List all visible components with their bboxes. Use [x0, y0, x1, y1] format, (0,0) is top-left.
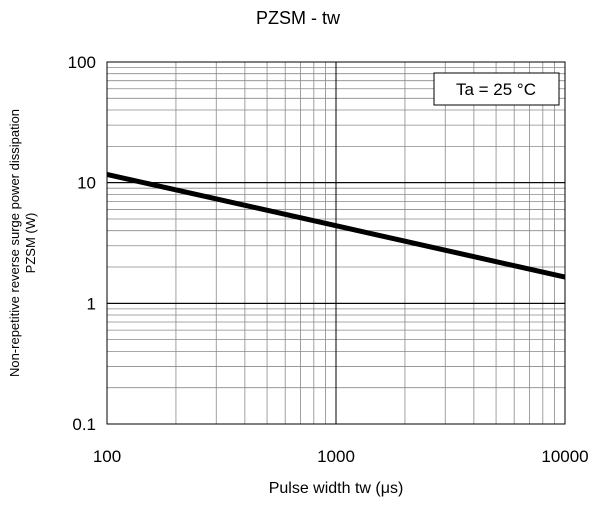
annotation-group: Ta = 25 °C	[434, 73, 559, 105]
x-axis-label: Pulse width tw (μs)	[107, 480, 565, 498]
x-tick-label: 100	[93, 447, 121, 466]
x-tick-label: 10000	[541, 447, 588, 466]
y-tick-label: 10	[77, 174, 96, 193]
y-tick-label: 100	[68, 53, 96, 72]
y-tick-label: 0.1	[72, 415, 96, 434]
annotation-label: Ta = 25 °C	[456, 80, 536, 99]
y-axis-label-line2: PZSM (W)	[23, 109, 39, 377]
y-tick-label: 1	[87, 294, 96, 313]
y-axis-label-line1: Non-repetitive reverse surge power dissi…	[7, 109, 23, 377]
y-axis-label: Non-repetitive reverse surge power dissi…	[0, 62, 46, 424]
tick-labels: 100 1000 10000 0.1 1 10 100	[68, 53, 589, 466]
x-tick-label: 1000	[317, 447, 355, 466]
